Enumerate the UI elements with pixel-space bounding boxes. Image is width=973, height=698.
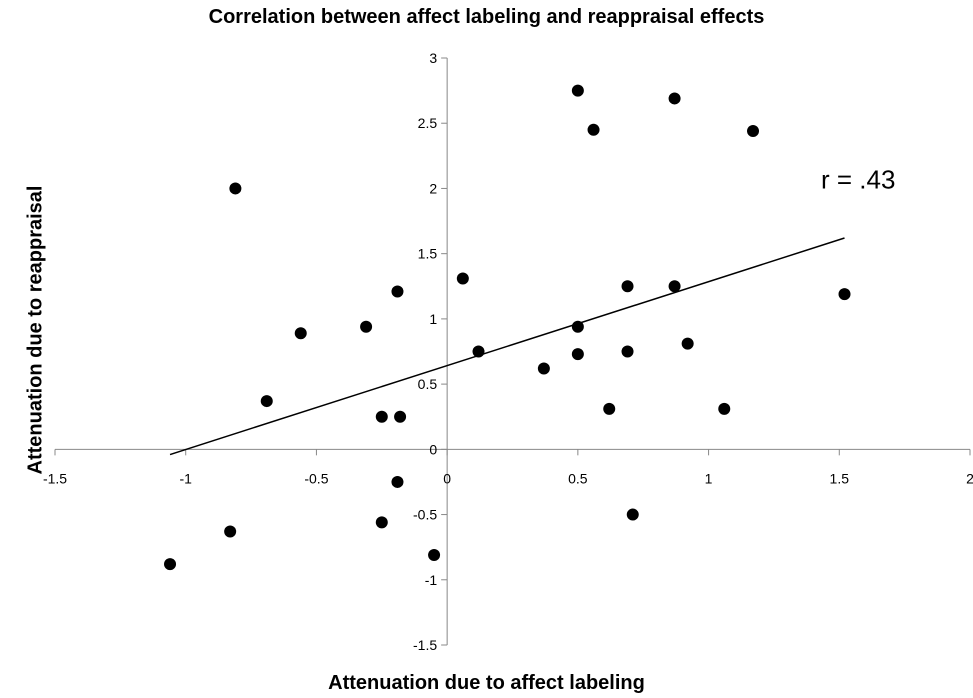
data-point: [571, 320, 584, 333]
data-point: [472, 345, 485, 358]
data-point: [668, 280, 681, 293]
data-point: [838, 288, 851, 301]
data-point: [394, 410, 407, 423]
data-point: [456, 272, 469, 285]
trendline: [169, 237, 845, 456]
points-layer: [164, 84, 851, 571]
data-point: [747, 125, 760, 138]
y-tick-label: -1: [425, 572, 438, 588]
data-point: [626, 508, 639, 521]
y-tick-label: 3: [429, 50, 437, 66]
data-point: [587, 123, 600, 136]
data-point: [571, 84, 584, 97]
data-point: [224, 525, 237, 538]
y-tick-label: -0.5: [413, 507, 437, 523]
data-point: [375, 516, 388, 529]
data-point: [571, 348, 584, 361]
x-tick-label: 2: [966, 470, 973, 486]
data-point: [621, 345, 634, 358]
data-point: [360, 320, 373, 333]
y-tick-label: 2.5: [418, 115, 438, 131]
y-tick-label: 2: [429, 180, 437, 196]
x-axis-title: Attenuation due to affect labeling: [328, 672, 645, 694]
data-point: [164, 558, 177, 571]
trendline-layer: [169, 237, 845, 456]
x-tick-label: -1: [179, 470, 192, 486]
x-tick-label: 1.5: [830, 470, 850, 486]
y-tick-label: -1.5: [413, 637, 437, 653]
data-point: [391, 475, 404, 488]
data-point: [428, 548, 441, 561]
chart-title: Correlation between affect labeling and …: [208, 6, 765, 28]
tick-labels: -1.5 -1 -0.5 0 0.5 1 1.5 2 -1.5 -1 -0.5 0 0.5 1 1.5 2 2.…: [43, 50, 973, 653]
axes: [54, 57, 971, 646]
y-tick-label: 1: [429, 311, 437, 327]
data-point: [294, 327, 307, 340]
y-tick-label: 0: [429, 441, 437, 457]
x-tick-label: -0.5: [304, 470, 328, 486]
data-point: [537, 362, 550, 375]
x-tick-label: 1: [705, 470, 713, 486]
x-tick-label: 0: [443, 470, 451, 486]
data-point: [260, 395, 273, 408]
y-tick-label: 0.5: [418, 376, 438, 392]
data-point: [718, 402, 731, 415]
y-tick-label: 1.5: [418, 246, 438, 262]
data-point: [391, 285, 404, 298]
data-point: [668, 92, 681, 105]
data-point: [603, 402, 616, 415]
data-point: [375, 410, 388, 423]
x-tick-label: -1.5: [43, 470, 67, 486]
data-point: [229, 182, 242, 195]
data-point: [621, 280, 634, 293]
correlation-annotation: r = .43: [821, 164, 895, 194]
x-tick-label: 0.5: [568, 470, 588, 486]
data-point: [681, 337, 694, 350]
